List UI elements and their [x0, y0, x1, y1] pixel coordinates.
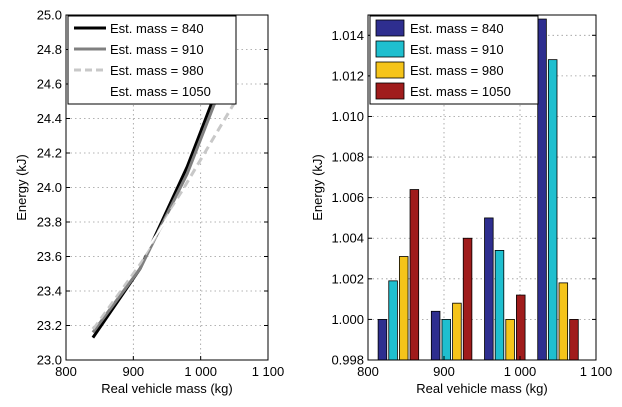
y-tick-label: 24.8	[37, 42, 62, 57]
series-line-2	[91, 52, 236, 334]
y-tick-label: 25.0	[37, 8, 62, 23]
x-axis-label: Real vehicle mass (kg)	[101, 381, 233, 396]
x-axis-label: Real vehicle mass (kg)	[416, 381, 548, 396]
legend: Est. mass = 840 Est. mass = 910 Est. mass …	[369, 15, 539, 105]
y-tick-label: 23.6	[37, 249, 62, 264]
legend-swatch-1	[375, 19, 405, 37]
legend-label-4: Est. mass = 1050	[410, 84, 511, 99]
y-tick-label: 1.006	[331, 190, 364, 205]
bar-2-2	[441, 319, 451, 361]
series-line-1	[91, 43, 236, 339]
y-axis-label: Energy (kJ)	[310, 154, 325, 220]
legend-label-1: Est. mass = 840	[410, 21, 504, 36]
bar-3-3	[505, 319, 515, 361]
x-tick-label: 900	[433, 364, 455, 379]
series-line-4	[92, 117, 236, 327]
bar-1-2	[430, 310, 441, 361]
x-tick-label: 1 000	[184, 364, 217, 379]
legend-swatch-4	[375, 82, 405, 100]
legend-label-3: Est. mass = 980	[410, 63, 504, 78]
y-tick-label: 1.014	[331, 28, 364, 43]
bar-3-1	[398, 256, 409, 361]
bar-2-4	[547, 59, 558, 361]
bar-4-3	[516, 294, 526, 361]
y-tick-label: 1.004	[331, 231, 364, 246]
y-tick-label: 24.0	[37, 180, 62, 195]
y-tick-label: 0.998	[331, 353, 364, 368]
bar-4-2	[462, 237, 473, 361]
bar-4-1	[409, 189, 420, 361]
y-tick-label: 24.4	[37, 111, 62, 126]
legend-swatch-3	[375, 61, 405, 79]
y-axis-label: Energy (kJ)	[14, 154, 29, 220]
x-tick-label: 1 000	[504, 364, 537, 379]
legend-swatch-2	[375, 40, 405, 58]
y-tick-label: 24.6	[37, 77, 62, 92]
bar-1-3	[484, 217, 494, 361]
x-tick-label: 1 100	[580, 364, 613, 379]
y-tick-label: 1.008	[331, 150, 364, 165]
y-tick-label: 23.0	[37, 353, 62, 368]
bar-2-3	[494, 250, 505, 361]
y-tick-label: 23.4	[37, 284, 62, 299]
legend: Est. mass = 840 Est. mass = 910 Est. mass …	[67, 15, 237, 105]
legend-label-4: Est. mass = 1050	[110, 84, 211, 99]
legend-label-2: Est. mass = 910	[410, 42, 504, 57]
y-tick-label: 1.012	[331, 68, 364, 83]
legend-label-3: Est. mass = 980	[110, 63, 204, 78]
chart-panel-2: 800 900 1 000 1 1000.9981.0001.0021.0041.00…	[310, 14, 613, 396]
x-tick-label: 800	[357, 364, 379, 379]
bar-1-1	[377, 319, 388, 361]
y-tick-label: 23.2	[37, 318, 62, 333]
x-tick-label: 800	[55, 364, 77, 379]
y-tick-label: 1.002	[331, 271, 364, 286]
legend-label-1: Est. mass = 840	[110, 21, 204, 36]
y-tick-label: 24.2	[37, 146, 62, 161]
axes-box	[367, 14, 597, 361]
chart-panel-1: 800 900 1 000 1 100 23.0 23.2 23.4 23.6 23.8 24.0…	[14, 8, 284, 397]
bar-2-1	[388, 280, 398, 361]
bar-3-4	[558, 282, 569, 361]
y-tick-label: 23.8	[37, 215, 62, 230]
bar-4-4	[569, 319, 579, 361]
x-tick-label: 900	[122, 364, 144, 379]
x-tick-label: 1 100	[252, 364, 285, 379]
y-tick-label: 1.000	[331, 312, 364, 327]
bar-3-2	[452, 302, 462, 361]
bar-1-4	[537, 18, 547, 361]
series-line-3	[91, 102, 236, 330]
y-tick-label: 1.010	[331, 109, 364, 124]
legend-label-2: Est. mass = 910	[110, 42, 204, 57]
legend-box	[67, 15, 237, 105]
